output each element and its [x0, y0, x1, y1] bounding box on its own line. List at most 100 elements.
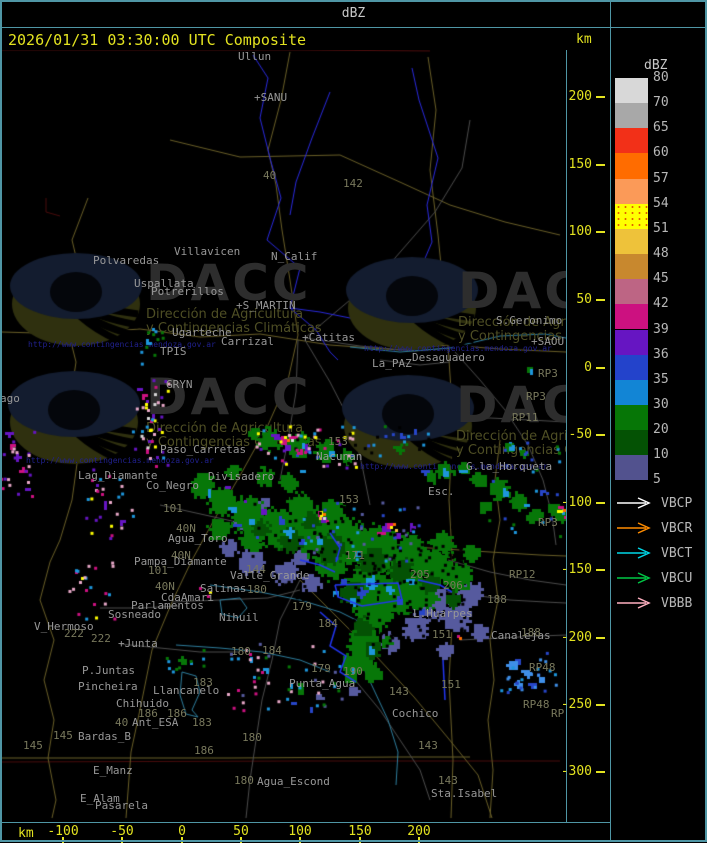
right-axis-tick-label: 100 — [568, 224, 592, 239]
route-number-label: 180 — [234, 774, 254, 787]
vector-arrow-icon — [617, 547, 651, 559]
route-number-label: 142 — [343, 177, 363, 190]
vector-label: VBCT — [661, 546, 693, 561]
place-label: Agua_Escond — [257, 775, 330, 788]
place-label: Ugarteche — [172, 326, 232, 339]
route-number-label: RP3 — [538, 516, 558, 529]
route-number-label: RP12 — [509, 568, 536, 581]
colorbar-label: 20 — [653, 421, 669, 437]
colorbar-swatch — [615, 329, 648, 355]
colorbar-swatch — [615, 354, 648, 380]
radar-map[interactable]: DACCDirección de Agriculturay Contingenc… — [2, 50, 567, 822]
colorbar-swatch — [615, 254, 648, 280]
right-axis-tick-label: 0 — [584, 360, 592, 375]
bottom-axis-unit: km — [18, 826, 34, 841]
colorbar-swatch — [615, 430, 648, 456]
route-number-label: 184 — [262, 644, 282, 657]
right-axis-tick — [596, 299, 605, 301]
colorbar-swatch — [615, 379, 648, 405]
colorbar-label: 48 — [653, 245, 669, 261]
place-label: Potrerillos — [151, 285, 224, 298]
bottom-axis-tick-label: 200 — [407, 824, 431, 839]
place-label: V_Hermoso — [34, 620, 94, 633]
bottom-axis-tick — [418, 837, 420, 843]
route-number-label: 145 — [23, 739, 43, 752]
right-axis-tick — [596, 96, 605, 98]
place-label: Agua_Toro — [168, 532, 228, 545]
colorbar-swatch — [615, 304, 648, 330]
place-label: Carrizal — [221, 335, 274, 348]
right-axis-tick-label: -100 — [560, 495, 592, 510]
place-label: GRYN — [166, 378, 193, 391]
place-label: Valle_Grande — [230, 569, 310, 582]
route-number-label: 40 — [115, 716, 129, 729]
right-axis-tick — [596, 569, 605, 571]
place-label: Co_Negro — [146, 479, 199, 492]
route-number-label: 101 — [163, 502, 183, 515]
vector-legend-item: VBCT — [616, 546, 706, 561]
vector-arrow-icon — [617, 572, 651, 584]
route-number-label: RP — [551, 707, 565, 720]
route-number-label: 143 — [438, 774, 458, 787]
route-number-label: RP3 — [538, 367, 558, 380]
bottom-axis-tick-label: 100 — [288, 824, 312, 839]
page-title: dBZ — [341, 6, 366, 21]
route-number-label: 186 — [194, 744, 214, 757]
place-label: Pasarela — [95, 799, 148, 812]
place-label: Llancanelo — [153, 684, 220, 697]
colorbar-label: 60 — [653, 145, 669, 161]
colorbar-swatch — [615, 228, 648, 255]
legend-panel: dBZ 80 70 65 60 57 54 51 48 45 42 39 36 35 30 20 10 5 VBC… — [610, 0, 707, 842]
place-label: Canalejas — [491, 629, 551, 642]
colorbar-label: 45 — [653, 270, 669, 286]
route-number-label: RP3 — [526, 390, 546, 403]
right-axis-tick-label: -250 — [560, 697, 592, 712]
route-number-label: 101 — [148, 564, 168, 577]
route-number-label: 179 — [311, 662, 331, 675]
bottom-axis-tick-label: -100 — [47, 824, 79, 839]
bottom-axis-tick-label: 50 — [233, 824, 249, 839]
vector-legend-item: VBCP — [616, 496, 706, 511]
colorbar-swatch — [615, 178, 648, 204]
colorbar-label: 54 — [653, 195, 669, 211]
route-number-label: 40N — [176, 522, 196, 535]
vector-legend-item: VBBB — [616, 596, 706, 611]
timestamp: 2026/01/31 03:30:00 UTC Composite — [8, 31, 307, 49]
place-label: Chihuido — [116, 697, 169, 710]
place-label: Nacunan — [316, 450, 363, 463]
route-number-label: 171 — [345, 549, 365, 562]
place-label: La_PAZ — [372, 357, 412, 370]
vector-label: VBCU — [661, 571, 693, 586]
vector-arrow-icon — [617, 522, 651, 534]
colorbar-label: 30 — [653, 396, 669, 412]
place-label: Villavicen — [174, 245, 241, 258]
place-label: +SANU — [254, 91, 288, 104]
bottom-axis-tick — [359, 837, 361, 843]
place-label: +SAOU — [531, 335, 565, 348]
place-label: P.Juntas — [82, 664, 135, 677]
right-axis-tick — [596, 434, 605, 436]
place-label: +S_MARTIN — [236, 299, 296, 312]
bottom-axis-tick — [181, 837, 183, 843]
vector-arrow-icon — [617, 597, 651, 609]
place-label: S.Geronimo — [496, 314, 563, 327]
right-axis-tick — [596, 771, 605, 773]
vector-arrow-icon — [617, 497, 651, 509]
place-label: Esc. — [428, 485, 455, 498]
place-label: Divisadero — [208, 470, 275, 483]
colorbar-label: 5 — [653, 472, 661, 488]
place-label: Salinas — [200, 582, 247, 595]
right-axis-tick — [596, 502, 605, 504]
route-number-label: RP48 — [523, 698, 550, 711]
bottom-axis-tick — [121, 837, 123, 843]
route-number-label: 145 — [53, 729, 73, 742]
route-number-label: 180 — [231, 645, 251, 658]
route-number-label: 190 — [343, 665, 363, 678]
right-axis-tick-label: 150 — [568, 157, 592, 172]
colorbar-label: 36 — [653, 346, 669, 362]
bottom-axis-tick — [240, 837, 242, 843]
route-number-label: 153 — [328, 435, 348, 448]
right-axis-tick — [596, 637, 605, 639]
place-label: Punta_Agua — [289, 677, 356, 690]
